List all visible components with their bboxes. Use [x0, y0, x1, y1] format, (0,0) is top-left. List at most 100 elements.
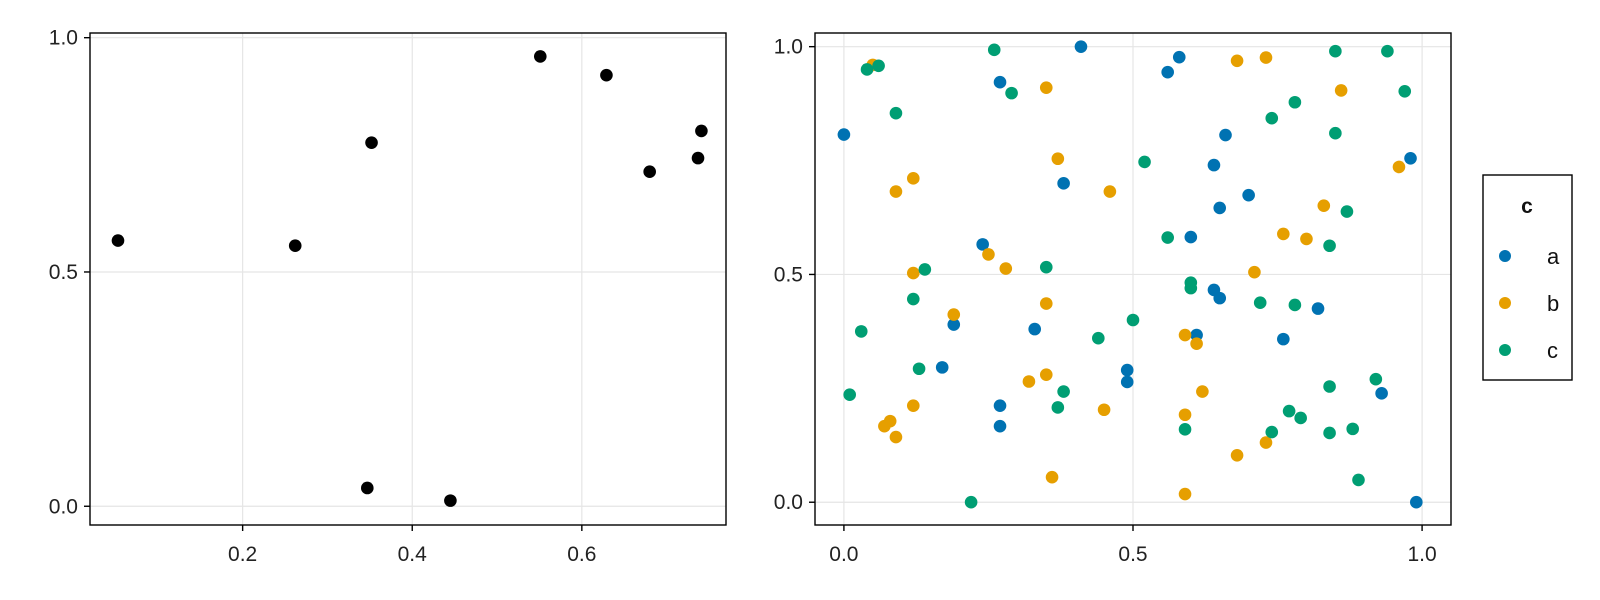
right-point-a [1404, 151, 1417, 165]
left-x-tick-label: 0.6 [567, 543, 596, 566]
right-point-a [1074, 40, 1088, 53]
right-point-a [1161, 65, 1174, 79]
right-point-b [1051, 152, 1065, 166]
right-point-a [935, 361, 949, 374]
left-scatter-panel: 0.2 0.4 0.6 0.0 0.5 1.0 [49, 27, 727, 566]
right-point-c [964, 495, 978, 509]
right-point-b [1039, 368, 1053, 381]
left-point-black [533, 50, 547, 63]
right-point-b [1392, 160, 1406, 174]
right-point-c [1161, 231, 1174, 244]
right-point-c [1340, 205, 1354, 218]
right-point-b [1196, 385, 1209, 398]
right-point-c [1265, 111, 1279, 125]
right-point-b [878, 419, 891, 433]
right-y-tick-label: 1.0 [774, 36, 803, 59]
right-point-c [1288, 95, 1302, 109]
left-point-black [695, 124, 708, 138]
right-point-c [1381, 44, 1394, 58]
right-point-a [1190, 328, 1203, 342]
left-y-tick-label: 0.5 [49, 261, 78, 284]
right-point-b [1277, 227, 1290, 241]
legend-marker-c [1499, 344, 1511, 356]
right-point-b [947, 308, 961, 321]
right-point-b [1230, 54, 1244, 68]
right-point-b [1259, 436, 1273, 449]
right-point-b [906, 266, 920, 280]
right-point-a [1213, 201, 1227, 215]
right-point-a [1410, 495, 1423, 509]
right-point-b [1039, 297, 1053, 310]
right-point-a [1184, 230, 1198, 244]
right-point-b [1248, 265, 1261, 279]
right-point-b [982, 248, 995, 261]
right-point-c [1294, 411, 1307, 425]
right-point-c [854, 325, 868, 338]
right-y-tick-label: 0.0 [774, 491, 803, 514]
right-point-c [1051, 401, 1065, 414]
legend: c a b c [1482, 174, 1573, 381]
legend-title: c [1521, 195, 1533, 218]
left-y-tick-label: 0.0 [49, 495, 78, 518]
legend-label-a: a [1547, 244, 1560, 269]
right-point-a [1120, 375, 1134, 389]
right-point-b [1334, 84, 1348, 97]
right-point-c [1138, 155, 1151, 169]
legend-label-c: c [1547, 338, 1558, 363]
right-point-a [993, 399, 1007, 412]
right-point-c [1092, 331, 1105, 345]
right-point-a [1207, 158, 1221, 172]
right-point-b [1103, 185, 1117, 198]
right-point-c [843, 388, 856, 402]
left-point-black [365, 136, 378, 149]
right-point-a [1311, 302, 1325, 315]
right-x-tick-label: 1.0 [1407, 543, 1436, 566]
right-point-b [1045, 470, 1059, 484]
right-point-b [1097, 403, 1111, 417]
right-point-a [1213, 291, 1227, 305]
legend-frame [1482, 174, 1573, 381]
legend-marker-a [1499, 250, 1511, 262]
right-point-c [1369, 372, 1383, 386]
right-point-b [1230, 449, 1244, 462]
right-point-a [1277, 332, 1290, 346]
right-point-c [906, 292, 920, 306]
right-point-c [1005, 86, 1018, 100]
right-point-a [1375, 387, 1388, 400]
right-point-c [1282, 404, 1296, 418]
right-point-c [1323, 426, 1336, 440]
right-point-a [1219, 128, 1232, 142]
right-point-c [1323, 380, 1336, 393]
right-point-a [1028, 322, 1042, 336]
right-point-c [1329, 126, 1342, 140]
left-plot-area [90, 33, 726, 525]
right-point-c [889, 106, 903, 120]
right-point-a [1242, 188, 1255, 202]
right-point-c [1346, 422, 1360, 436]
right-point-a [1120, 363, 1134, 377]
right-point-b [906, 399, 920, 412]
right-point-c [1253, 296, 1267, 309]
right-point-b [906, 172, 920, 185]
right-point-c [1265, 425, 1279, 439]
right-point-b [1178, 328, 1192, 342]
right-point-b [1039, 81, 1053, 94]
left-point-black [111, 234, 125, 247]
right-point-a [947, 318, 961, 331]
left-point-black [360, 481, 374, 495]
right-point-c [1398, 85, 1412, 98]
right-point-b [999, 262, 1013, 275]
right-x-tick-label: 0.0 [829, 543, 858, 566]
right-point-b [1190, 337, 1203, 350]
right-point-c [918, 263, 932, 276]
right-point-b [1178, 408, 1192, 422]
right-point-c [987, 43, 1001, 57]
right-point-c [872, 59, 885, 73]
right-point-c [912, 362, 926, 376]
left-point-black [288, 239, 302, 253]
right-point-b [1022, 375, 1036, 388]
right-scatter-panel: 0.0 0.5 1.0 0.0 0.5 1.0 [774, 32, 1452, 566]
right-point-c [1288, 298, 1302, 312]
right-point-b [1178, 487, 1192, 501]
